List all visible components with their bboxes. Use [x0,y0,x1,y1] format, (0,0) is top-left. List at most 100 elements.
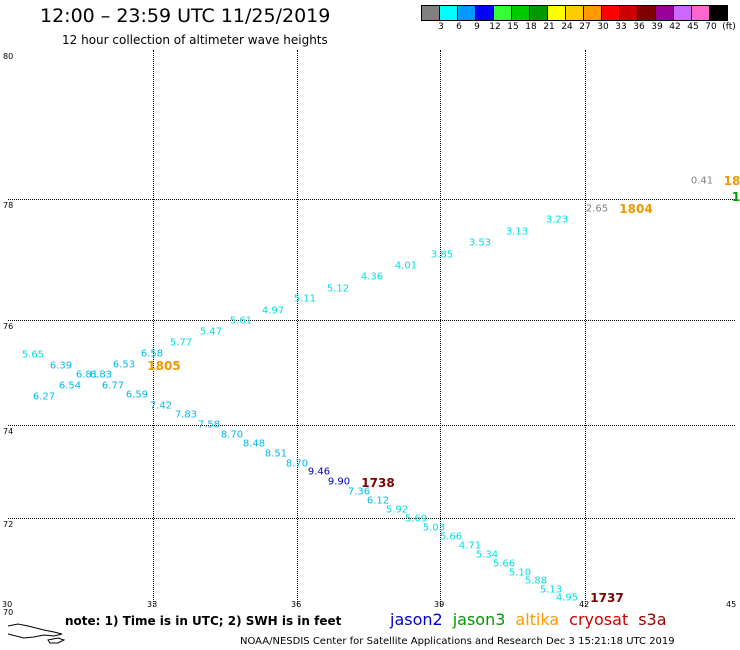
wave-height-value: 4.95 [555,592,579,604]
scale-swatch [583,5,602,21]
scale-label: 6 [456,22,462,32]
color-scale [421,5,728,21]
scale-swatch [439,5,458,21]
wave-height-value: 7.83 [174,409,198,421]
longitude-label: 30 [2,600,13,609]
satellite-name: altika [515,610,560,629]
wave-height-value: 8.48 [242,438,266,450]
longitude-gridline [153,50,154,606]
wave-height-value: 5.11 [293,293,317,305]
wave-height-value: 3.23 [545,214,569,226]
longitude-gridline [297,50,298,606]
wave-height-value: 6.12 [366,495,390,507]
credit-footer: NOAA/NESDIS Center for Satellite Applica… [240,636,675,647]
wave-height-value: 7.58 [197,419,221,431]
latitude-label: 70 [3,608,14,617]
latitude-label: 74 [3,427,14,436]
wave-height-value: 8.51 [264,448,288,460]
wave-height-value: 7.42 [149,400,173,412]
wave-height-value: 5.66 [492,558,516,570]
wave-height-value: 6.77 [101,380,125,392]
latitude-gridline [8,425,735,426]
latitude-label: 78 [3,201,14,210]
scale-label: 21 [543,22,555,32]
scale-swatch [547,5,566,21]
longitude-gridline [585,50,586,606]
wave-height-value: 6.83 [89,369,113,381]
pass-time-label: 1 [731,190,740,204]
pass-time-label: 1804 [619,202,653,216]
wave-height-value: 4.71 [458,540,482,552]
pass-time-label: 18 [723,174,740,188]
wave-height-value: 8.70 [220,429,244,441]
wave-height-value: 6.81 [75,369,99,381]
units-note: note: 1) Time is in UTC; 2) SWH is in fe… [65,614,342,628]
map-subtitle: 12 hour collection of altimeter wave hei… [62,33,328,47]
wave-height-value: 6.58 [140,348,164,360]
scale-swatch [511,5,530,21]
scale-label: 70 [705,22,717,32]
wave-height-value: 4.97 [261,305,285,317]
wave-height-value: 6.59 [125,389,149,401]
coastline-icon [8,623,66,644]
scale-swatch [673,5,692,21]
map-area: 30 33 36 39 42 45 80 78 76 74 72 70 [2,50,736,644]
wave-height-value: 7.36 [347,486,371,498]
satellite-legend: jason2 jason3 altika cryosat s3a [390,610,677,629]
pass-time-label: 1805 [147,359,181,373]
satellite-name: s3a [638,610,667,629]
wave-height-value: 5.03 [422,522,446,534]
scale-label: 30 [597,22,609,32]
longitude-label: 33 [147,600,158,609]
scale-swatch [421,5,440,21]
wave-height-value: 5.61 [229,315,253,327]
wave-height-value: 6.39 [49,360,73,372]
wave-height-value: 6.27 [32,391,56,403]
scale-swatch [493,5,512,21]
wave-height-value: 3.13 [505,226,529,238]
scale-swatch [691,5,710,21]
longitude-label: 36 [291,600,302,609]
latitude-label: 76 [3,322,14,331]
wave-height-value: 5.66 [439,531,463,543]
wave-height-value: 6.54 [58,380,82,392]
satellite-name: jason3 [452,610,506,629]
longitude-label: 39 [434,600,445,609]
wave-height-value: 9.90 [327,476,351,488]
scale-swatch [457,5,476,21]
wave-height-value: 0.41 [690,175,714,187]
scale-swatch [601,5,620,21]
scale-swatch [529,5,548,21]
wave-height-value: 6.53 [112,359,136,371]
latitude-gridline [8,320,735,321]
scale-label: 39 [651,22,663,32]
scale-label: 9 [474,22,480,32]
wave-height-value: 5.92 [385,504,409,516]
wave-height-value: 5.69 [404,513,428,525]
wave-height-value: 5.88 [524,575,548,587]
scale-swatch [709,5,728,21]
scale-swatch [655,5,674,21]
scale-label: 3 [438,22,444,32]
wave-height-value: 3.53 [468,237,492,249]
pass-time-label: 1737 [590,591,624,605]
wave-height-value: 2.65 [585,203,609,215]
wave-height-value: 5.77 [169,337,193,349]
wave-height-value: 3.85 [430,249,454,261]
latitude-label: 80 [3,52,14,61]
latitude-gridline [8,199,735,200]
wave-height-value: 8.70 [285,458,309,470]
wave-height-value: 5.12 [326,283,350,295]
wave-height-value: 5.13 [539,584,563,596]
scale-label: 15 [507,22,519,32]
wave-height-value: 5.34 [475,549,499,561]
scale-label: 27 [579,22,591,32]
longitude-gridline [440,50,441,606]
wave-height-value: 4.36 [360,271,384,283]
scale-swatch [637,5,656,21]
wave-height-value: 5.10 [508,567,532,579]
latitude-gridline [8,518,735,519]
color-scale-labels: 3 6 9 12 15 18 21 24 27 30 33 36 39 42 45 70 (ft) [421,22,740,36]
scale-label: 18 [525,22,537,32]
wave-height-value: 5.65 [21,349,45,361]
